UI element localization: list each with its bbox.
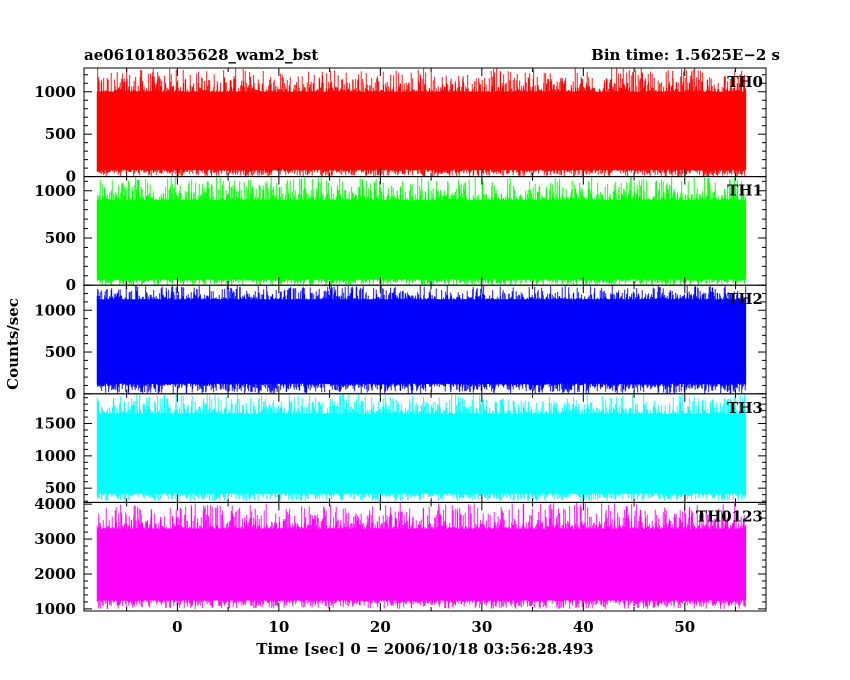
panel-th0: 0 500 1000 TH0 [34, 67, 767, 186]
y-tick-label: 500 [45, 229, 76, 247]
y-tick-label: 1000 [34, 83, 76, 101]
panel-label: TH0123 [696, 507, 763, 525]
y-tick-label: 500 [45, 479, 76, 497]
series-th0123 [96, 502, 747, 609]
y-tick-label: 2000 [34, 565, 76, 583]
panel-th2: 0 500 1000 TH2 [34, 284, 767, 403]
series-th1 [96, 176, 747, 286]
y-tick-label: 500 [45, 125, 76, 143]
x-axis-label: Time [sec] 0 = 2006/10/18 03:56:28.493 [256, 640, 593, 658]
y-tick-label: 1000 [34, 447, 76, 465]
bin-time-label: Bin time: 1.5625E−2 s [591, 46, 780, 64]
panel-th1: 0 500 1000 TH1 [34, 176, 767, 294]
x-tick-label: 40 [573, 618, 594, 636]
y-axis-label: Counts/sec [4, 298, 22, 390]
x-tick-label: 0 [172, 618, 182, 636]
y-tick-label: 1000 [34, 600, 76, 618]
panel-label: TH2 [727, 290, 763, 308]
y-tick-label: 1000 [34, 301, 76, 319]
panel-th3: 500 1000 1500 TH3 [34, 393, 767, 503]
y-tick-label: 1500 [34, 415, 76, 433]
y-tick-label: 0 [66, 385, 76, 403]
panel-th0123: 1000 2000 3000 4000 TH0123 [34, 495, 767, 618]
plot-title: ae061018035628_wam2_bst [84, 46, 318, 64]
panel-label: TH0 [727, 73, 763, 91]
x-tick-label: 10 [268, 618, 289, 636]
y-tick-label: 1000 [34, 182, 76, 200]
y-tick-label: 0 [66, 168, 76, 186]
y-tick-label: 3000 [34, 530, 76, 548]
y-tick-label: 4000 [34, 495, 76, 513]
series-th3 [96, 393, 747, 502]
y-tick-label: 0 [66, 276, 76, 294]
x-tick-label: 30 [471, 618, 492, 636]
y-tick-label: 500 [45, 343, 76, 361]
panel-frame [83, 501, 767, 612]
panel-label: TH3 [727, 399, 763, 417]
panel-label: TH1 [727, 182, 763, 200]
series-th2 [96, 285, 747, 394]
x-tick-label: 50 [674, 618, 695, 636]
series-th0 [96, 68, 747, 177]
x-tick-label: 20 [370, 618, 391, 636]
